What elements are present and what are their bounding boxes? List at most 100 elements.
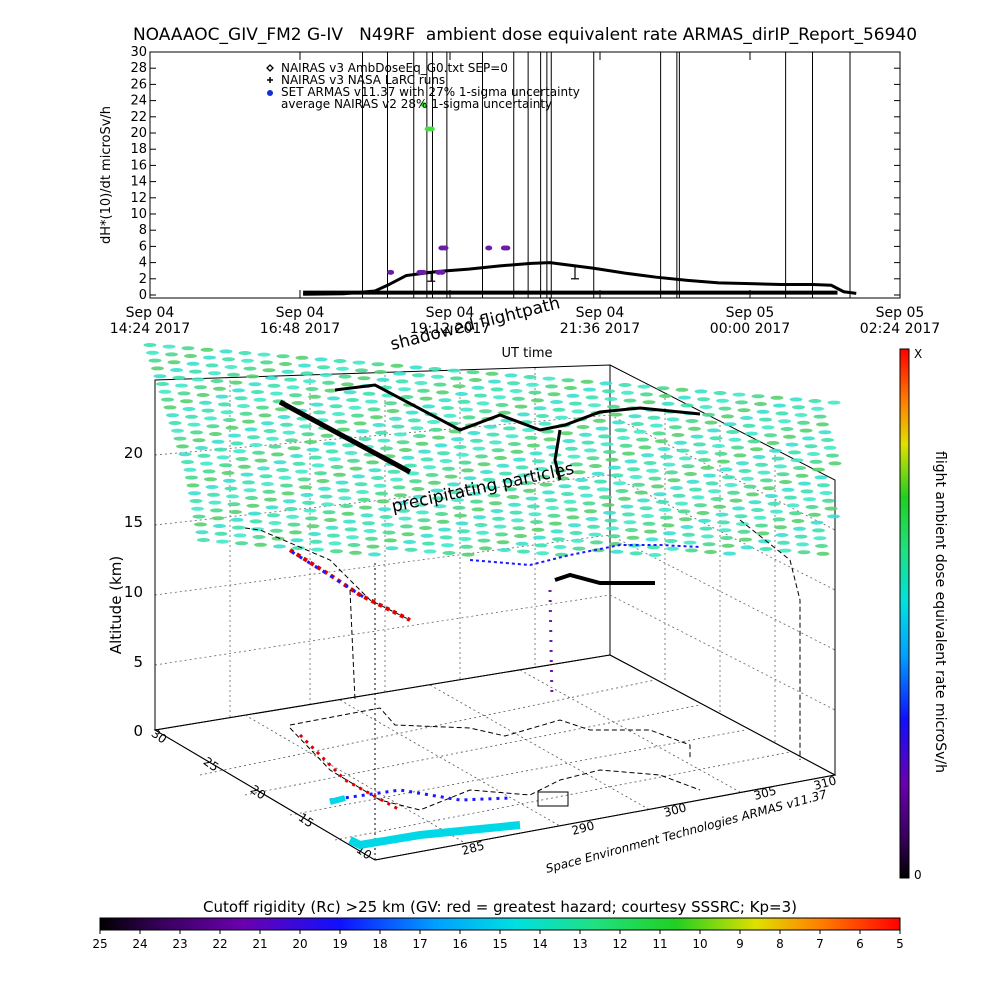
rigidity-ellipse [677,509,691,514]
rigidity-ellipse [324,388,338,393]
rigidity-ellipse [153,374,167,379]
rigidity-ellipse [569,401,582,406]
y-tick-label: 14 [130,175,147,190]
rigidity-ellipse [577,485,591,490]
rigidity-ellipse [321,502,334,507]
rigidity-ellipse [275,407,288,412]
rigidity-ellipse [705,481,719,486]
rigidity-ellipse [766,441,780,445]
rigidity-ellipse [698,518,711,523]
rigidity-ellipse [539,482,553,487]
rigidity-ellipse [719,467,733,472]
rigidity-ellipse [277,415,291,419]
rigidity-ellipse [735,400,748,405]
rigidity-ellipse [292,461,306,466]
rigidity-ellipse [148,358,162,363]
rigidity-ellipse [382,530,396,535]
lat-tick: 15 [296,810,317,830]
rigidity-ellipse [308,532,321,536]
rigidity-ellipse [799,428,813,433]
rigidity-ellipse [584,509,597,514]
rigidity-ellipse [280,422,293,427]
rigidity-ellipse [414,381,428,385]
rigidity-ellipse [270,528,283,533]
rigidity-ellipse [419,396,433,401]
rigidity-ellipse [536,551,549,556]
rigidity-ellipse [682,532,695,537]
rigidity-ellipse [493,395,506,400]
rigidity-ellipse [325,449,339,454]
rigidity-ellipse [666,417,680,422]
rigidity-ellipse [252,450,265,455]
rigidity-ellipse [728,437,742,442]
rigidity-ellipse [467,431,481,435]
rigidity-ellipse [653,492,667,497]
rigidity-ellipse [308,394,321,399]
rigidity-ellipse [218,402,231,407]
rigidity-ellipse [447,368,461,373]
legend-item: NAIRAS v3 AmbDoseEq_G0.txt SEP=0 [266,61,508,75]
rigidity-ellipse [420,457,434,462]
rigidity-ellipse [384,538,397,543]
rigidity-ellipse [234,396,248,401]
rigidity-ellipse [215,394,229,399]
rigidity-ellipse [403,540,416,544]
rigidity-ellipse [587,524,600,529]
rigidity-ellipse [371,476,384,480]
rigidity-ellipse [205,485,219,489]
rigidity-ellipse [811,406,824,411]
rigidity-ellipse [192,438,206,443]
rigidity-ellipse [451,437,464,442]
rigidity-colorbar-title: Cutoff rigidity (Rc) >25 km (GV: red = g… [203,898,797,916]
rigidity-ellipse [743,484,757,489]
rigidity-ellipse [214,531,228,536]
rigidity-ellipse [778,548,792,553]
rigidity-ellipse [737,529,751,534]
rigidity-ellipse [247,435,260,440]
rigidity-ellipse [151,366,164,371]
rigidity-ellipse [322,380,335,385]
rigidity-ellipse [658,507,672,512]
rigidity-ellipse [146,350,159,355]
rigidity-ellipse [679,517,692,522]
rigidity-ellipse [224,365,238,369]
rigidity-ellipse [495,403,509,407]
rigidity-ellipse [663,531,676,536]
rigidity-ellipse [531,527,545,532]
flight-path-floor [289,707,701,850]
rigidity-ellipse [458,537,472,541]
rigidity-ellipse [515,541,529,546]
rigidity-ellipse [552,407,566,412]
rigidity-ellipse [479,409,492,414]
rigidity-ellipse [260,360,273,365]
rigidity-ellipse [817,483,830,488]
rigidity-ellipse [660,515,673,520]
x-axis-label: UT time [502,346,553,361]
rigidity-ellipse [480,470,493,474]
legend-label: NAIRAS v3 NASA LaRC runs [281,73,445,87]
rigidity-ellipse [220,410,234,415]
rigidity-ellipse [338,496,352,501]
rigidity-ellipse [614,428,628,433]
lat-axis-line [154,729,376,861]
rigidity-ellipse [638,445,652,450]
rigidity-ellipse [306,447,320,452]
armas-points [387,102,511,275]
rigidity-ellipse [341,382,354,387]
rigidity-ellipse [475,454,488,459]
rigidity-ellipse [398,387,411,392]
rigidity-ellipse [650,423,663,428]
rigidity-ellipse [637,384,651,389]
rigidity-ellipse [208,371,221,376]
rigidity-ellipse [371,362,385,367]
rigidity-ellipse [281,491,295,496]
rigidity-ellipse [409,479,422,484]
armas-point [438,269,446,275]
rigidity-ellipse [479,546,492,551]
rigidity-ellipse [254,458,268,463]
rigidity-ellipse [300,493,314,497]
rigidity-ellipse [362,521,375,526]
z-tick: 5 [133,653,143,671]
rigidity-ellipse [688,426,701,431]
